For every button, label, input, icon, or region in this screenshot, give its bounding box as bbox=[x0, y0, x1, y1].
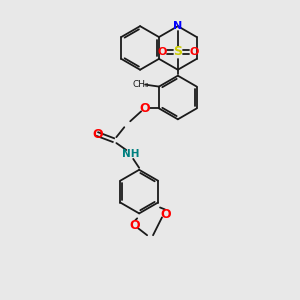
Text: N: N bbox=[173, 21, 182, 31]
Text: O: O bbox=[157, 47, 167, 57]
Text: S: S bbox=[173, 45, 182, 58]
Text: CH₃: CH₃ bbox=[133, 80, 149, 89]
Text: NH: NH bbox=[122, 149, 140, 159]
Text: O: O bbox=[92, 128, 103, 141]
Text: O: O bbox=[129, 219, 140, 232]
Text: O: O bbox=[160, 208, 171, 221]
Text: O: O bbox=[140, 102, 150, 115]
Text: O: O bbox=[189, 47, 198, 57]
